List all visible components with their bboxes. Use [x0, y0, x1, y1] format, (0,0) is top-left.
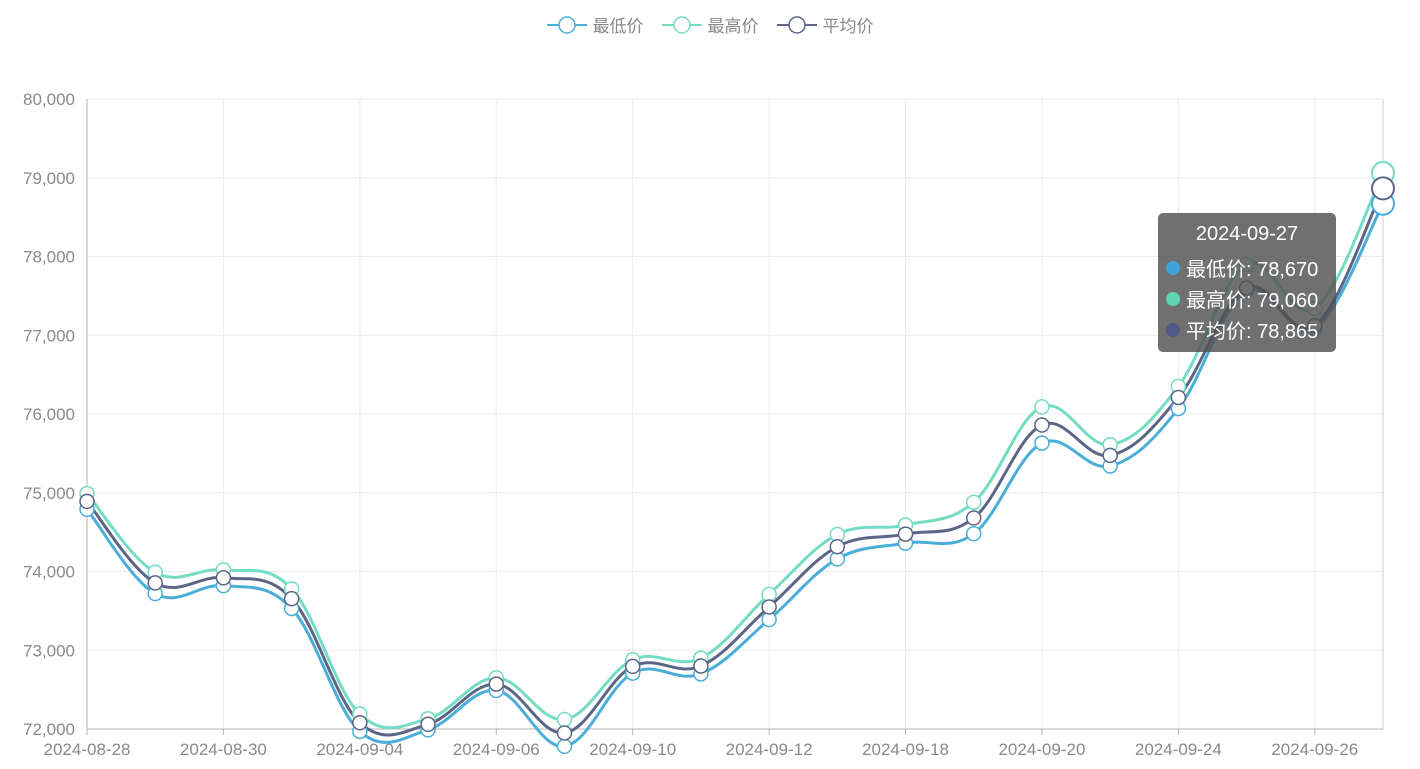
legend-label-average: 平均价	[822, 17, 874, 36]
axis-layer: 72,000 73,000 74,000 75,000 76,000 77,000 78,0…	[23, 90, 1384, 759]
y-tick-label: 73,000	[23, 641, 75, 660]
y-tick-label: 80,000	[23, 90, 75, 109]
x-tick-label: 2024-09-12	[726, 740, 813, 759]
tooltip-dot-lowest-icon	[1166, 260, 1180, 275]
point-highest	[1034, 399, 1050, 415]
point-average	[488, 676, 505, 692]
series-line-average	[85, 187, 1385, 737]
x-tick-label: 2024-09-18	[862, 740, 949, 759]
point-lowest	[556, 738, 573, 755]
legend-label-highest: 最高价	[707, 17, 759, 36]
grid-layer	[86, 98, 1383, 730]
point-average	[624, 658, 641, 675]
point-lowest	[965, 525, 982, 542]
x-tick-label: 2024-09-04	[316, 740, 403, 759]
tooltip-title: 2024-09-27	[1195, 223, 1299, 245]
y-tick-label: 77,000	[23, 326, 75, 345]
x-tick-label: 2024-09-10	[589, 740, 676, 759]
point-average	[283, 590, 300, 607]
point-average	[1034, 417, 1050, 433]
y-tick-label: 72,000	[23, 720, 75, 739]
x-tick-label: 2024-09-20	[998, 740, 1085, 759]
legend-average-icon	[776, 15, 817, 34]
point-highest	[556, 711, 573, 728]
legend-item-average[interactable]: 平均价	[776, 12, 874, 37]
tooltip-dot-average-icon	[1166, 322, 1180, 337]
y-tick-label: 79,000	[23, 169, 75, 188]
point-average	[693, 658, 709, 674]
series-line-lowest	[85, 203, 1385, 748]
point-average	[965, 510, 982, 526]
tooltip-text-average: 平均价: 78,865	[1186, 321, 1319, 343]
x-tick-label: 2024-09-24	[1135, 740, 1222, 759]
point-average	[1170, 389, 1187, 406]
tooltip-text-lowest: 最低价: 78,670	[1186, 259, 1319, 281]
x-tick-label: 2024-08-30	[180, 740, 267, 759]
series-line-highest	[85, 172, 1385, 730]
y-tick-label: 76,000	[23, 405, 75, 424]
legend: 最低价 最高价 平均价	[0, 12, 1420, 37]
point-average	[897, 526, 914, 542]
legend-lowest-icon	[546, 15, 587, 34]
tooltip-text-highest: 最高价: 79,060	[1186, 290, 1319, 312]
point-average	[829, 538, 846, 555]
tooltip-dot-highest-icon	[1166, 291, 1180, 306]
legend-item-highest[interactable]: 最高价	[661, 12, 759, 37]
data-tooltip: 2024-09-27 最低价: 78,670 最高价: 79,060 平均价: …	[1158, 213, 1336, 352]
x-tick-label: 2024-09-06	[453, 740, 540, 759]
point-average	[556, 725, 573, 741]
legend-highest-icon	[661, 15, 702, 34]
point-highest	[965, 494, 982, 510]
y-tick-label: 74,000	[23, 563, 75, 582]
y-tick-label: 75,000	[23, 484, 75, 503]
point-average	[79, 493, 95, 510]
tooltip-row-highest: 最高价: 79,060	[1166, 283, 1328, 314]
tooltip-row-lowest: 最低价: 78,670	[1166, 252, 1328, 283]
point-average	[1102, 447, 1118, 464]
x-tick-label: 2024-08-28	[44, 740, 131, 759]
point-average	[1371, 176, 1395, 201]
y-tick-label: 78,000	[23, 248, 75, 267]
point-average	[420, 716, 436, 733]
tooltip-row-average: 平均价: 78,865	[1166, 314, 1328, 345]
point-average	[761, 599, 777, 615]
legend-item-lowest[interactable]: 最低价	[546, 12, 644, 37]
point-average	[352, 714, 368, 731]
point-average	[215, 570, 232, 586]
legend-label-lowest: 最低价	[592, 17, 644, 36]
x-tick-label: 2024-09-26	[1271, 740, 1358, 759]
series-layer	[85, 172, 1385, 748]
point-lowest	[1034, 435, 1050, 451]
point-average	[147, 575, 163, 591]
